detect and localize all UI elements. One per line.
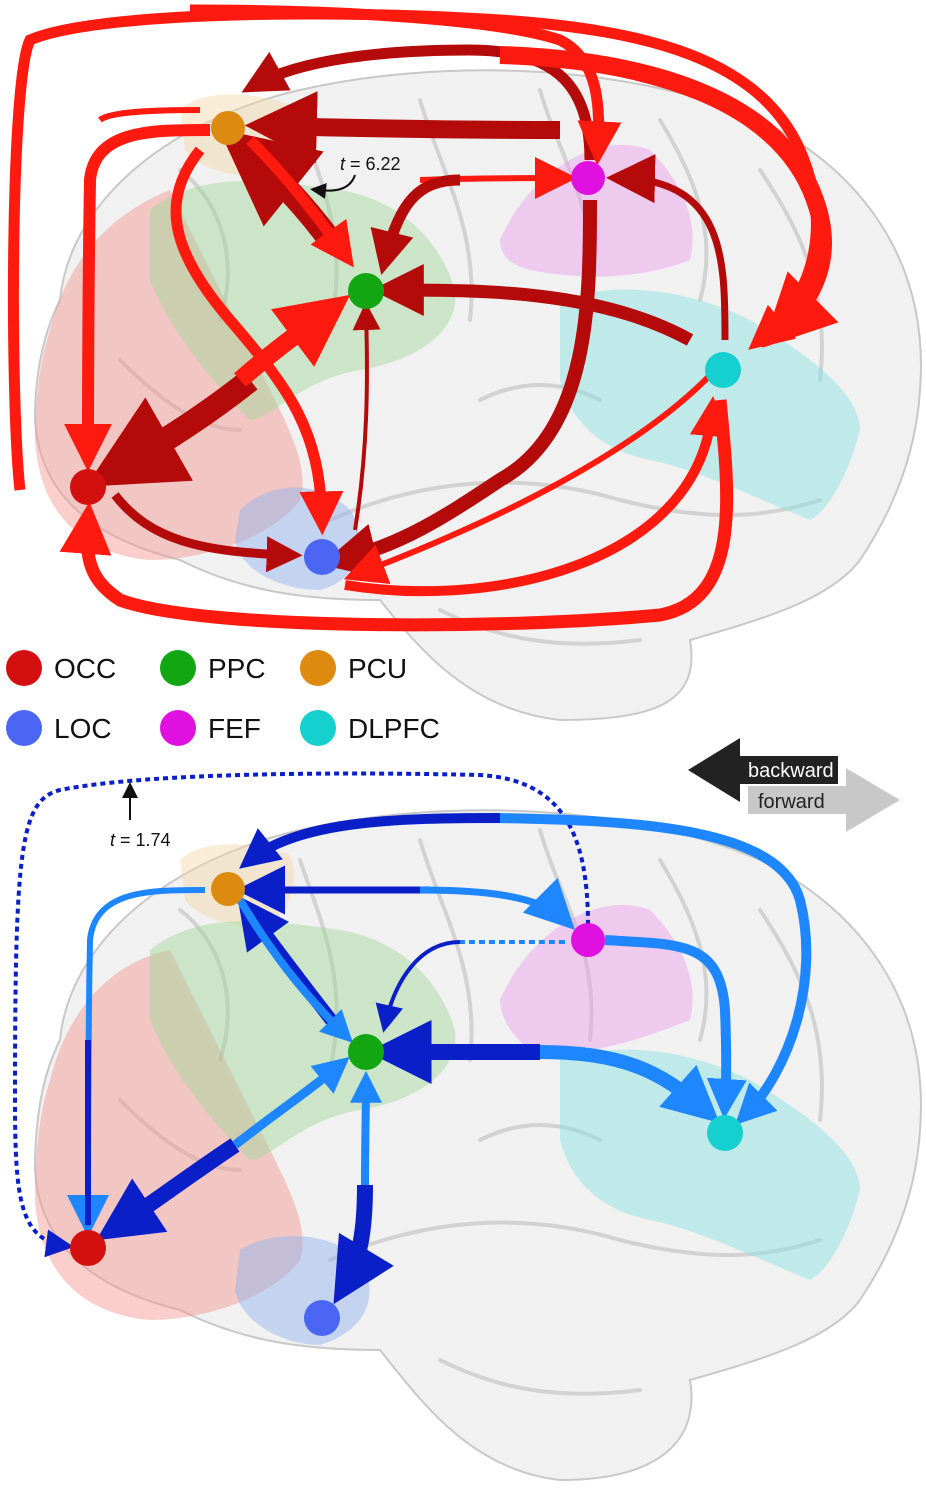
legend-item-dlpfc: DLPFC [300,710,440,746]
edges-bottom [12,771,812,1305]
edge-dlpfc-to-occ [59,399,734,632]
backward-arrow [688,738,838,802]
legend-label-fef: FEF [208,713,261,744]
edge-occ-to-ppc [232,1056,350,1149]
legend-swatch-loc [6,710,42,746]
legend-swatch-fef [160,710,196,746]
top-panel: t = 6.22 [7,4,922,722]
edge-fef-to-pcu-outer [241,44,596,161]
edge-ppc-to-dlpfc [539,1045,720,1124]
edge-ppc-to-occ [96,1138,240,1241]
node-pcu-top [211,111,245,145]
edges-top [7,4,839,632]
edge-pcu-to-ppc [236,897,353,1043]
node-fef-top [571,161,605,195]
t-value-top: t = 6.22 [340,154,401,174]
edge-fef-to-ppc [375,940,461,1033]
direction-legend: backward forward [688,738,900,832]
forward-arrow [748,768,900,832]
legend-label-dlpfc: DLPFC [348,713,440,744]
node-loc-top [304,539,340,575]
node-dlpfc-bottom [707,1115,743,1151]
edge-top-to-fef [189,4,622,166]
annotation-top: t = 6.22 [310,154,401,199]
legend-item-occ: OCC [6,650,116,686]
edge-fef-to-ppc [370,174,461,275]
node-ppc-top [348,273,384,309]
edge-dlpfc-to-loc [343,367,718,584]
edge-occ-to-ppc [234,294,351,387]
nodes-top [70,111,741,575]
legend-swatch-ppc [160,650,196,686]
forward-label: forward [758,791,825,813]
edge-occ-to-loc [111,492,303,573]
legend-swatch-occ [6,650,42,686]
region-dlpfc-bottom [560,1049,860,1280]
bottom-panel: t = 1.74 [12,771,922,1482]
legend-swatch-dlpfc [300,710,336,746]
node-fef-bottom [571,923,605,957]
legend-label-occ: OCC [54,653,116,684]
t-value-bottom: t = 1.74 [110,830,171,850]
node-occ-bottom [70,1230,106,1266]
edge-top-to-pcu [239,813,501,869]
edge-fef-to-occ-dotted [12,771,590,1258]
legend-label-ppc: PPC [208,653,266,684]
edge-pcu-to-occ-short [98,107,201,123]
edge-ppc-to-loc [333,1184,394,1305]
edge-dlpfc-to-ppc [371,264,694,346]
node-pcu-bottom [211,872,245,906]
node-legend: OCC PPC PCU LOC FEF DLPFC [6,650,440,746]
node-loc-bottom [304,1300,340,1336]
node-dlpfc-top [705,352,741,388]
node-occ-top [70,469,106,505]
legend-label-pcu: PCU [348,653,407,684]
legend-item-ppc: PPC [160,650,266,686]
legend-item-pcu: PCU [300,650,407,686]
node-ppc-bottom [348,1034,384,1070]
nodes-bottom [70,872,743,1336]
edge-pcu-to-ppc [246,136,354,268]
edge-fef-to-dlpfc [604,935,747,1119]
edge-loc-to-dlpfc [344,396,730,597]
annotation-bottom: t = 1.74 [110,782,171,850]
legend-label-loc: LOC [54,713,112,744]
edge-pcu-to-dlpfc-arc [489,813,812,1125]
legend-swatch-pcu [300,650,336,686]
backward-label: backward [748,760,834,782]
legend-item-fef: FEF [160,710,261,746]
edge-fef-to-loc [320,199,597,579]
edge-pcu-to-dlpfc-arc [499,46,839,348]
edge-fef-to-pcu [244,91,561,164]
edge-ppc-to-occ [85,370,258,487]
edge-dlpfc-to-fef [606,154,729,341]
edge-pcu-to-loc [170,146,344,536]
edge-loc-to-ppc [352,302,381,531]
edge-loc-to-ppc [349,1070,382,1186]
legend-item-loc: LOC [6,710,112,746]
edge-pcu-to-fef [419,877,575,930]
